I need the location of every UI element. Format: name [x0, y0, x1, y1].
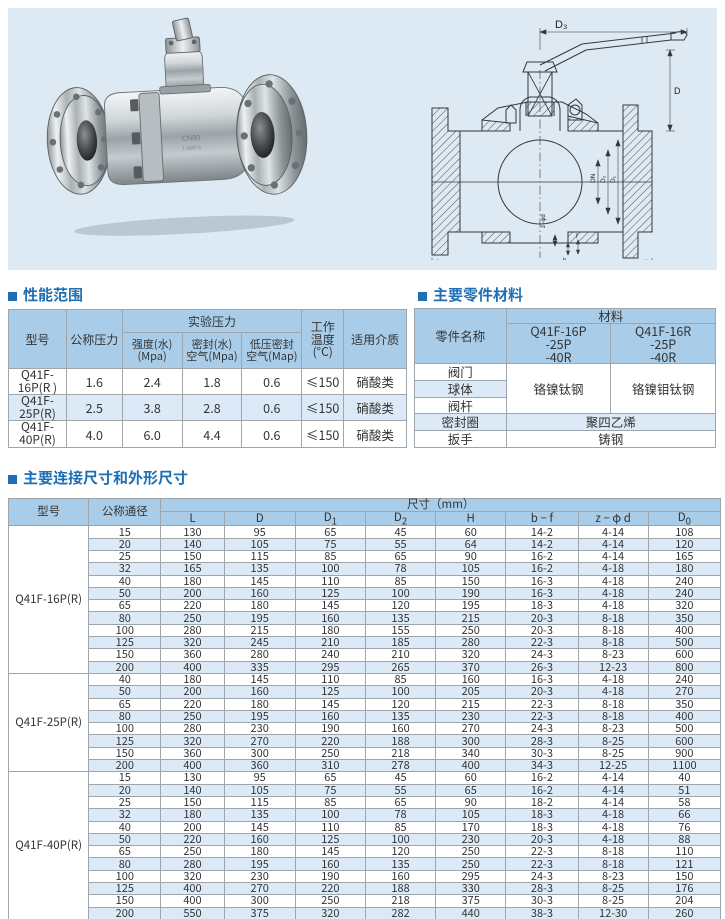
svg-text:D₃: D₃ [555, 19, 567, 31]
svg-text:D₂: D₂ [600, 175, 607, 183]
svg-text:D₁: D₁ [610, 175, 617, 183]
svg-text:D: D [674, 86, 681, 96]
svg-text:z−φd: z−φd [541, 214, 547, 228]
svg-text:b: b [563, 258, 567, 260]
svg-text:1.6MPa: 1.6MPa [182, 145, 202, 152]
svg-text:DN: DN [590, 173, 597, 183]
svg-text:CN80: CN80 [181, 133, 200, 143]
